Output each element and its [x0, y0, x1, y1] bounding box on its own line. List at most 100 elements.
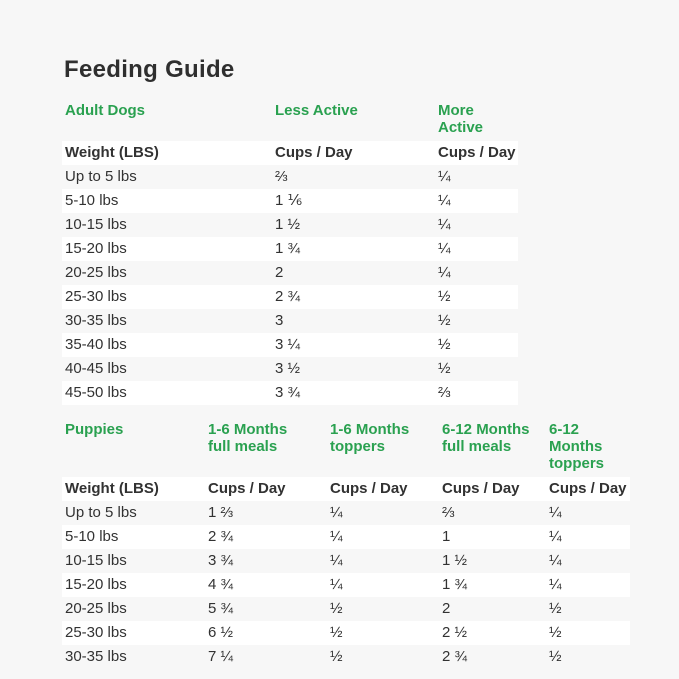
col-header-1-6-full-meals: 1-6 Months full meals — [208, 421, 288, 455]
table-row: 30-35 lbs 3 ½ — [62, 309, 518, 333]
cups-per-day-header: Cups / Day — [442, 480, 520, 497]
full-meals-1-6-cell: 5 ¾ — [208, 600, 234, 617]
weight-cell: 5-10 lbs — [65, 192, 119, 209]
toppers-6-12-cell: ½ — [549, 600, 562, 617]
less-active-cell: 3 ¼ — [275, 336, 301, 353]
full-meals-1-6-cell: 1 ⅔ — [208, 504, 234, 521]
weight-header: Weight (LBS) — [65, 144, 159, 161]
less-active-cell: ⅔ — [275, 168, 288, 185]
full-meals-6-12-cell: 1 ¾ — [442, 576, 468, 593]
weight-cell: Up to 5 lbs — [65, 168, 137, 185]
puppies-table-body: Weight (LBS) Cups / Day Cups / Day Cups … — [62, 477, 679, 669]
more-active-cell: ½ — [438, 288, 451, 305]
more-active-cell: ¼ — [438, 264, 451, 281]
weight-cell: Up to 5 lbs — [65, 504, 137, 521]
more-active-cell: ¼ — [438, 168, 451, 185]
less-active-cell: 2 — [275, 264, 284, 281]
adult-section-label: Adult Dogs — [65, 102, 145, 119]
puppies-section-header: Puppies 1-6 Months full meals 1-6 Months… — [62, 421, 630, 477]
less-active-cell: 3 ¾ — [275, 384, 301, 401]
table-row: 15-20 lbs 4 ¾ ¼ 1 ¾ ¼ — [62, 573, 630, 597]
toppers-1-6-cell: ¼ — [330, 504, 343, 521]
adult-dogs-table: Adult Dogs Less Active More Active Weigh… — [62, 102, 679, 405]
weight-cell: 15-20 lbs — [65, 576, 127, 593]
less-active-cell: 3 — [275, 312, 284, 329]
adult-section-header: Adult Dogs Less Active More Active — [62, 102, 518, 141]
more-active-cell: ⅔ — [438, 384, 451, 401]
full-meals-6-12-cell: 2 ½ — [442, 624, 468, 641]
toppers-1-6-cell: ½ — [330, 648, 343, 665]
weight-header: Weight (LBS) — [65, 480, 159, 497]
col-header-6-12-toppers: 6-12 Months toppers — [549, 421, 605, 472]
full-meals-6-12-cell: 1 ½ — [442, 552, 468, 569]
weight-cell: 25-30 lbs — [65, 624, 127, 641]
toppers-6-12-cell: ½ — [549, 648, 562, 665]
more-active-cell: ¼ — [438, 216, 451, 233]
cups-per-day-header: Cups / Day — [208, 480, 286, 497]
weight-cell: 30-35 lbs — [65, 312, 127, 329]
table-row: 25-30 lbs 2 ¾ ½ — [62, 285, 518, 309]
full-meals-6-12-cell: ⅔ — [442, 504, 455, 521]
table-row: 30-35 lbs 7 ¼ ½ 2 ¾ ½ — [62, 645, 630, 669]
weight-cell: 35-40 lbs — [65, 336, 127, 353]
toppers-1-6-cell: ¼ — [330, 576, 343, 593]
table-row: 35-40 lbs 3 ¼ ½ — [62, 333, 518, 357]
full-meals-1-6-cell: 3 ¾ — [208, 552, 234, 569]
full-meals-1-6-cell: 4 ¾ — [208, 576, 234, 593]
table-row: 40-45 lbs 3 ½ ½ — [62, 357, 518, 381]
weight-cell: 20-25 lbs — [65, 264, 127, 281]
col-header-6-12-full-meals: 6-12 Months full meals — [442, 421, 530, 455]
table-row: 20-25 lbs 2 ¼ — [62, 261, 518, 285]
table-row: 20-25 lbs 5 ¾ ½ 2 ½ — [62, 597, 630, 621]
more-active-cell: ¼ — [438, 192, 451, 209]
weight-cell: 15-20 lbs — [65, 240, 127, 257]
table-row: Up to 5 lbs ⅔ ¼ — [62, 165, 518, 189]
table-row: Up to 5 lbs 1 ⅔ ¼ ⅔ ¼ — [62, 501, 630, 525]
toppers-1-6-cell: ¼ — [330, 528, 343, 545]
col-header-more-active: More Active — [438, 102, 484, 136]
cups-per-day-header: Cups / Day — [549, 480, 627, 497]
full-meals-1-6-cell: 6 ½ — [208, 624, 234, 641]
full-meals-1-6-cell: 7 ¼ — [208, 648, 234, 665]
full-meals-6-12-cell: 2 — [442, 600, 451, 617]
table-row: 10-15 lbs 1 ½ ¼ — [62, 213, 518, 237]
less-active-cell: 2 ¾ — [275, 288, 301, 305]
page-title: Feeding Guide — [64, 56, 235, 83]
weight-cell: 10-15 lbs — [65, 216, 127, 233]
weight-cell: 45-50 lbs — [65, 384, 127, 401]
weight-cell: 40-45 lbs — [65, 360, 127, 377]
toppers-1-6-cell: ¼ — [330, 552, 343, 569]
toppers-6-12-cell: ¼ — [549, 528, 562, 545]
toppers-6-12-cell: ¼ — [549, 576, 562, 593]
more-active-cell: ½ — [438, 312, 451, 329]
cups-per-day-header: Cups / Day — [330, 480, 408, 497]
weight-cell: 25-30 lbs — [65, 288, 127, 305]
more-active-cell: ½ — [438, 360, 451, 377]
adult-header-row: Weight (LBS) Cups / Day Cups / Day — [62, 141, 518, 165]
full-meals-6-12-cell: 2 ¾ — [442, 648, 468, 665]
more-active-cell: ½ — [438, 336, 451, 353]
col-header-1-6-toppers: 1-6 Months toppers — [330, 421, 410, 455]
weight-cell: 30-35 lbs — [65, 648, 127, 665]
table-row: 5-10 lbs 2 ¾ ¼ 1 ¼ — [62, 525, 630, 549]
cups-per-day-header: Cups / Day — [275, 144, 353, 161]
toppers-6-12-cell: ¼ — [549, 552, 562, 569]
table-row: 25-30 lbs 6 ½ ½ 2 ½ ½ — [62, 621, 630, 645]
full-meals-1-6-cell: 2 ¾ — [208, 528, 234, 545]
table-row: 45-50 lbs 3 ¾ ⅔ — [62, 381, 518, 405]
less-active-cell: 1 ⅙ — [275, 192, 303, 209]
less-active-cell: 1 ½ — [275, 216, 301, 233]
more-active-cell: ¼ — [438, 240, 451, 257]
toppers-6-12-cell: ¼ — [549, 504, 562, 521]
toppers-1-6-cell: ½ — [330, 624, 343, 641]
table-row: 5-10 lbs 1 ⅙ ¼ — [62, 189, 518, 213]
less-active-cell: 3 ½ — [275, 360, 301, 377]
toppers-1-6-cell: ½ — [330, 600, 343, 617]
cups-per-day-header: Cups / Day — [438, 144, 516, 161]
puppies-header-row: Weight (LBS) Cups / Day Cups / Day Cups … — [62, 477, 630, 501]
weight-cell: 20-25 lbs — [65, 600, 127, 617]
puppies-table: Puppies 1-6 Months full meals 1-6 Months… — [62, 421, 679, 669]
col-header-less-active: Less Active — [275, 102, 358, 119]
table-row: 10-15 lbs 3 ¾ ¼ 1 ½ ¼ — [62, 549, 630, 573]
